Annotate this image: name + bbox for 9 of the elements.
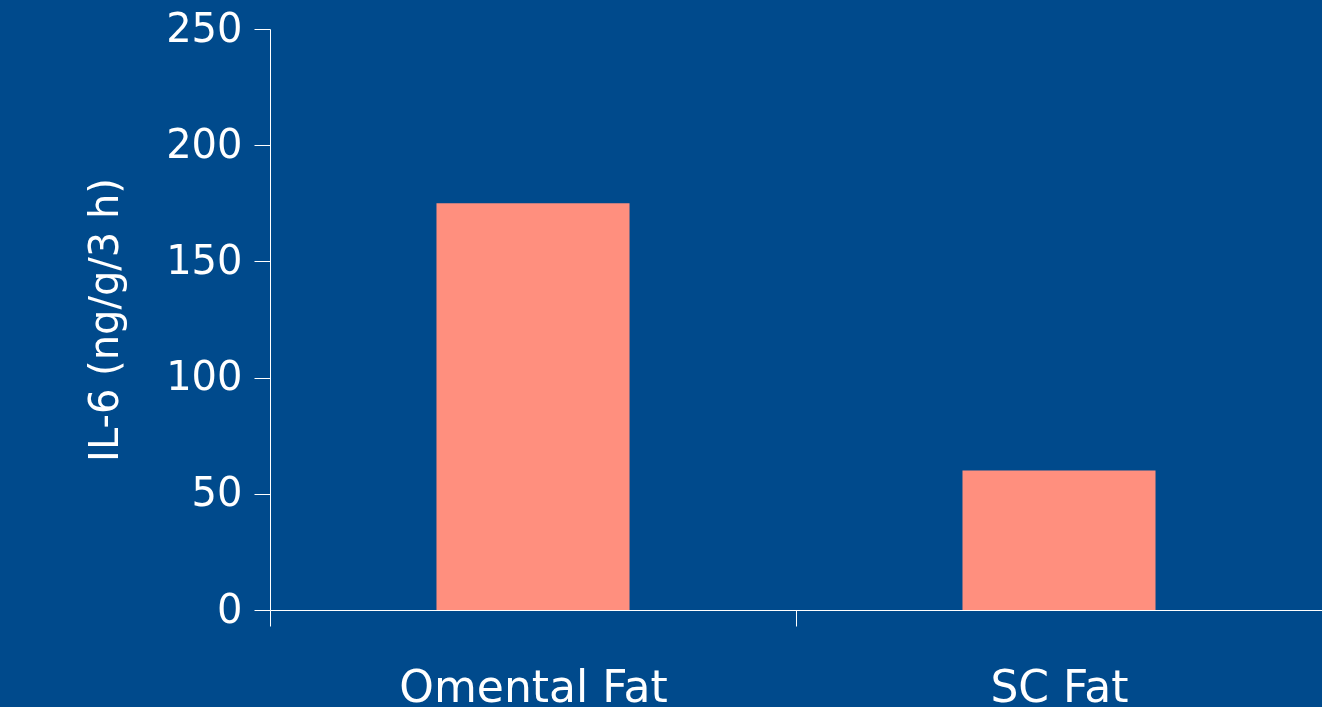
y-tick-label: 250: [166, 4, 243, 51]
y-tick-label: 100: [166, 353, 243, 400]
y-tick-label: 200: [166, 120, 243, 167]
y-tick-label: 50: [191, 469, 243, 516]
y-tick-label: 0: [217, 585, 243, 632]
x-tick-label: SC Fat: [990, 660, 1129, 707]
y-axis-title: IL-6 (ng/g/3 h): [81, 178, 128, 462]
y-tick-label: 150: [166, 236, 243, 283]
x-tick-label: Omental Fat: [399, 660, 668, 707]
